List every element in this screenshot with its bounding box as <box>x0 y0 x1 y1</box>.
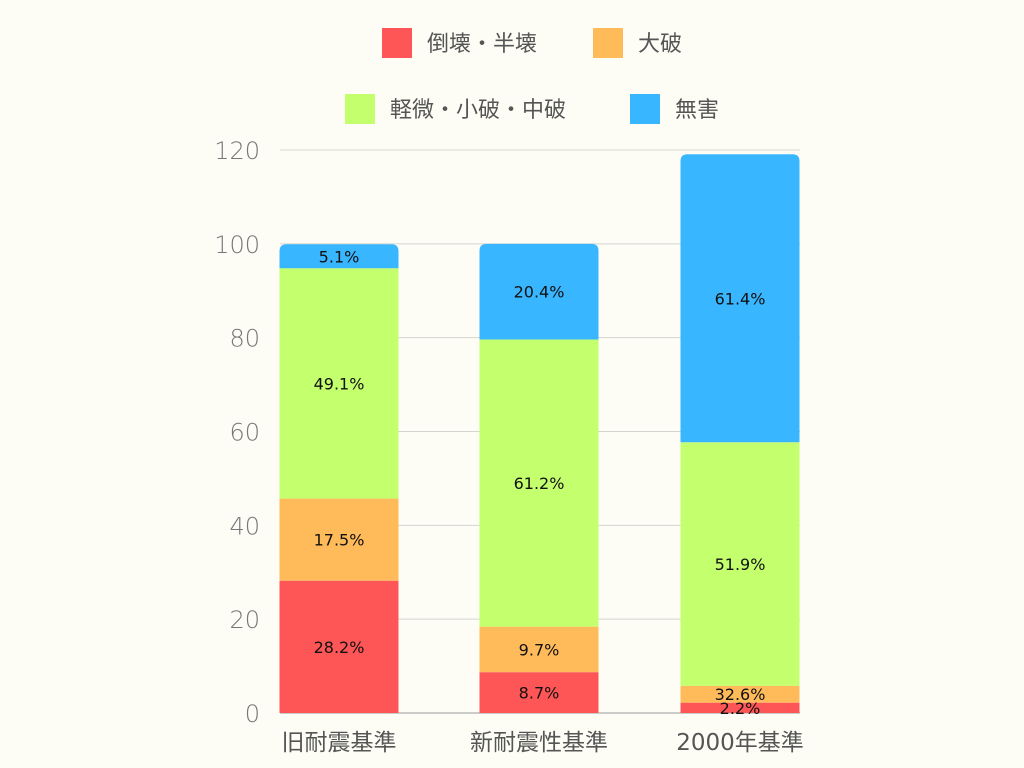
data-label: 5.1% <box>319 247 360 266</box>
data-label: 9.7% <box>519 640 560 659</box>
legend-swatch <box>593 28 623 58</box>
bar-segment <box>680 702 800 713</box>
data-labels: 28.2% 17.5% 49.1% 5.1% 8.7% 9.7% 61.2% 20.4% 2.2… <box>314 247 766 718</box>
x-category-label: 2000年基準 <box>676 730 804 756</box>
data-label: 61.4% <box>715 289 766 308</box>
legend-label: 無害 <box>675 98 719 123</box>
legend-swatch <box>382 28 412 58</box>
bars <box>279 154 800 713</box>
legend-label: 倒壊・半壊 <box>427 32 537 57</box>
legend-item: 大破 <box>593 28 682 58</box>
bar-segment <box>479 339 599 627</box>
data-label: 2.2% <box>720 699 761 718</box>
data-label: 61.2% <box>514 474 565 493</box>
bar-segment <box>479 626 599 673</box>
bar-segment <box>479 672 599 713</box>
data-label: 32.6% <box>715 685 766 704</box>
bar-segment <box>680 154 800 443</box>
data-label: 49.1% <box>314 374 365 393</box>
legend-label: 軽微・小破・中破 <box>390 98 566 123</box>
bar-segment <box>479 243 599 340</box>
legend-swatch <box>345 94 375 124</box>
bar-segment <box>680 685 800 703</box>
data-label: 17.5% <box>314 531 365 550</box>
y-tick-label: 40 <box>229 512 260 540</box>
y-tick-label: 20 <box>229 606 260 634</box>
y-tick-label: 120 <box>214 137 260 165</box>
data-label: 51.9% <box>715 555 766 574</box>
bar-segment <box>279 498 399 581</box>
data-label: 20.4% <box>514 283 565 302</box>
data-label: 8.7% <box>519 684 560 703</box>
bar-segment <box>680 442 800 686</box>
data-label: 28.2% <box>314 638 365 657</box>
legend-item: 軽微・小破・中破 <box>345 94 566 124</box>
bar-segment <box>279 580 399 713</box>
bar-segment <box>279 244 399 269</box>
legend-swatch <box>630 94 660 124</box>
y-axis: 0 20 40 60 80 100 120 <box>214 137 260 728</box>
x-category-label: 旧耐震基準 <box>282 730 397 756</box>
y-tick-label: 0 <box>245 700 260 728</box>
bar-segment <box>279 268 399 499</box>
y-tick-label: 80 <box>229 325 260 353</box>
y-tick-label: 100 <box>214 231 260 259</box>
legend-item: 倒壊・半壊 <box>382 28 537 58</box>
legend-label: 大破 <box>638 32 682 57</box>
x-axis: 旧耐震基準 新耐震性基準 2000年基準 <box>282 730 804 756</box>
y-tick-label: 60 <box>229 419 260 447</box>
legend-item: 無害 <box>630 94 719 124</box>
x-category-label: 新耐震性基準 <box>470 730 608 756</box>
